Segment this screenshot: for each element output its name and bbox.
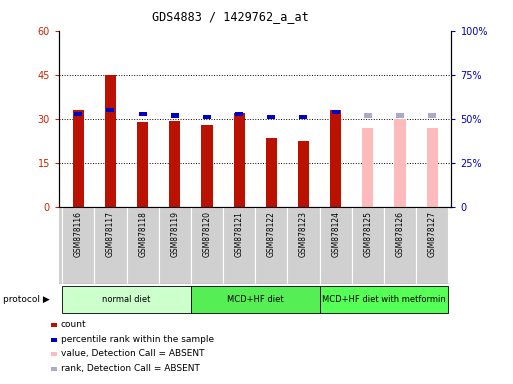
Bar: [106, 108, 114, 113]
Text: GSM878117: GSM878117: [106, 211, 115, 257]
Bar: [331, 110, 340, 114]
Text: GDS4883 / 1429762_a_at: GDS4883 / 1429762_a_at: [152, 10, 309, 23]
Bar: [73, 110, 84, 207]
Text: MCD+HF diet: MCD+HF diet: [227, 295, 284, 304]
Bar: [320, 286, 448, 313]
Text: GSM878116: GSM878116: [74, 211, 83, 257]
Bar: [62, 207, 94, 284]
Text: GSM878118: GSM878118: [138, 211, 147, 257]
Bar: [139, 111, 147, 116]
Text: count: count: [61, 320, 86, 329]
Text: GSM878124: GSM878124: [331, 211, 340, 257]
Bar: [416, 207, 448, 284]
Text: value, Detection Call = ABSENT: value, Detection Call = ABSENT: [61, 349, 204, 358]
Bar: [266, 138, 277, 207]
Text: rank, Detection Call = ABSENT: rank, Detection Call = ABSENT: [61, 364, 200, 373]
Bar: [171, 113, 179, 118]
Text: GSM878121: GSM878121: [234, 211, 244, 257]
Bar: [127, 207, 159, 284]
Bar: [287, 207, 320, 284]
Text: GSM878123: GSM878123: [299, 211, 308, 257]
Bar: [62, 286, 191, 313]
Bar: [394, 119, 406, 207]
Text: GSM878120: GSM878120: [203, 211, 211, 257]
Text: percentile rank within the sample: percentile rank within the sample: [61, 334, 213, 344]
Text: MCD+HF diet with metformin: MCD+HF diet with metformin: [322, 295, 446, 304]
Text: GSM878125: GSM878125: [363, 211, 372, 257]
Bar: [330, 110, 341, 207]
Bar: [105, 75, 116, 207]
Text: GSM878119: GSM878119: [170, 211, 180, 257]
Text: GSM878126: GSM878126: [396, 211, 404, 257]
Bar: [428, 113, 436, 118]
Bar: [352, 207, 384, 284]
Bar: [191, 207, 223, 284]
Bar: [201, 125, 212, 207]
Bar: [426, 128, 438, 207]
Bar: [255, 207, 287, 284]
Bar: [300, 115, 307, 119]
Bar: [298, 141, 309, 207]
Bar: [137, 122, 148, 207]
Bar: [362, 128, 373, 207]
Text: GSM878122: GSM878122: [267, 211, 276, 257]
Bar: [320, 207, 352, 284]
Bar: [396, 113, 404, 118]
Bar: [74, 111, 82, 116]
Bar: [169, 121, 181, 207]
Text: GSM878127: GSM878127: [428, 211, 437, 257]
Bar: [364, 113, 372, 118]
Text: protocol ▶: protocol ▶: [3, 295, 49, 304]
Bar: [223, 207, 255, 284]
Bar: [384, 207, 416, 284]
Bar: [203, 115, 211, 119]
Bar: [191, 286, 320, 313]
Bar: [159, 207, 191, 284]
Bar: [233, 113, 245, 207]
Bar: [94, 207, 127, 284]
Bar: [267, 115, 275, 119]
Bar: [235, 111, 243, 116]
Text: normal diet: normal diet: [103, 295, 151, 304]
